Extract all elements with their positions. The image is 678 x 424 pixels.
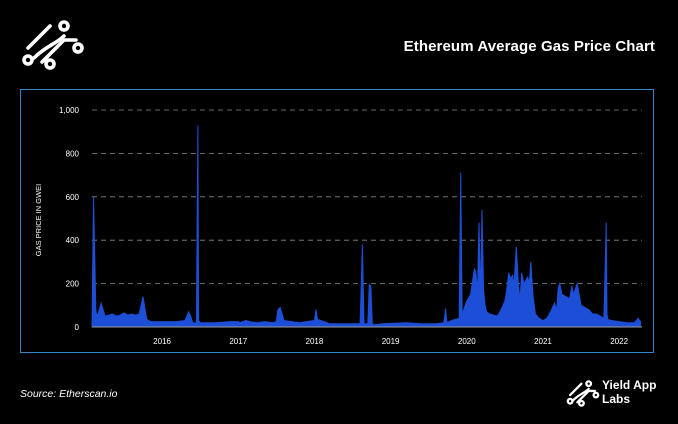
- yield-app-labs-icon: [566, 380, 600, 407]
- chart-title: Ethereum Average Gas Price Chart: [403, 38, 655, 55]
- y-tick-label: 0: [75, 323, 80, 332]
- y-axis-label: GAS PRICE IN GWEI: [34, 184, 43, 257]
- x-tick-label: 2022: [610, 337, 628, 346]
- x-tick-label: 2017: [229, 337, 247, 346]
- y-tick-label: 400: [66, 236, 80, 245]
- gas-price-area-series: [91, 125, 641, 328]
- x-tick-label: 2018: [306, 337, 324, 346]
- y-tick-label: 600: [66, 193, 80, 202]
- grid-lines: [92, 109, 642, 285]
- y-tick-label: 800: [66, 149, 80, 158]
- x-tick-label: 2020: [458, 337, 476, 346]
- brand-line-2: Labs: [602, 392, 631, 406]
- brand-line-1: Yield App: [602, 378, 657, 392]
- y-tick-label: 1,000: [59, 106, 80, 115]
- chart-frame: [20, 89, 654, 353]
- brand-footer: Yield App Labs: [566, 376, 666, 412]
- x-tick-label: 2016: [153, 337, 171, 346]
- yield-app-logo-icon: [22, 20, 84, 70]
- x-tick-label: 2021: [534, 337, 552, 346]
- brand-name: Yield App Labs: [602, 378, 666, 406]
- y-tick-labels: 0 200 400 600 800 1,000: [59, 106, 80, 332]
- x-tick-label: 2019: [382, 337, 400, 346]
- y-tick-label: 200: [66, 280, 80, 289]
- source-note: Source: Etherscan.io: [20, 388, 118, 400]
- x-tick-labels: 2016 2017 2018 2019 2020 2021 2022: [153, 337, 628, 346]
